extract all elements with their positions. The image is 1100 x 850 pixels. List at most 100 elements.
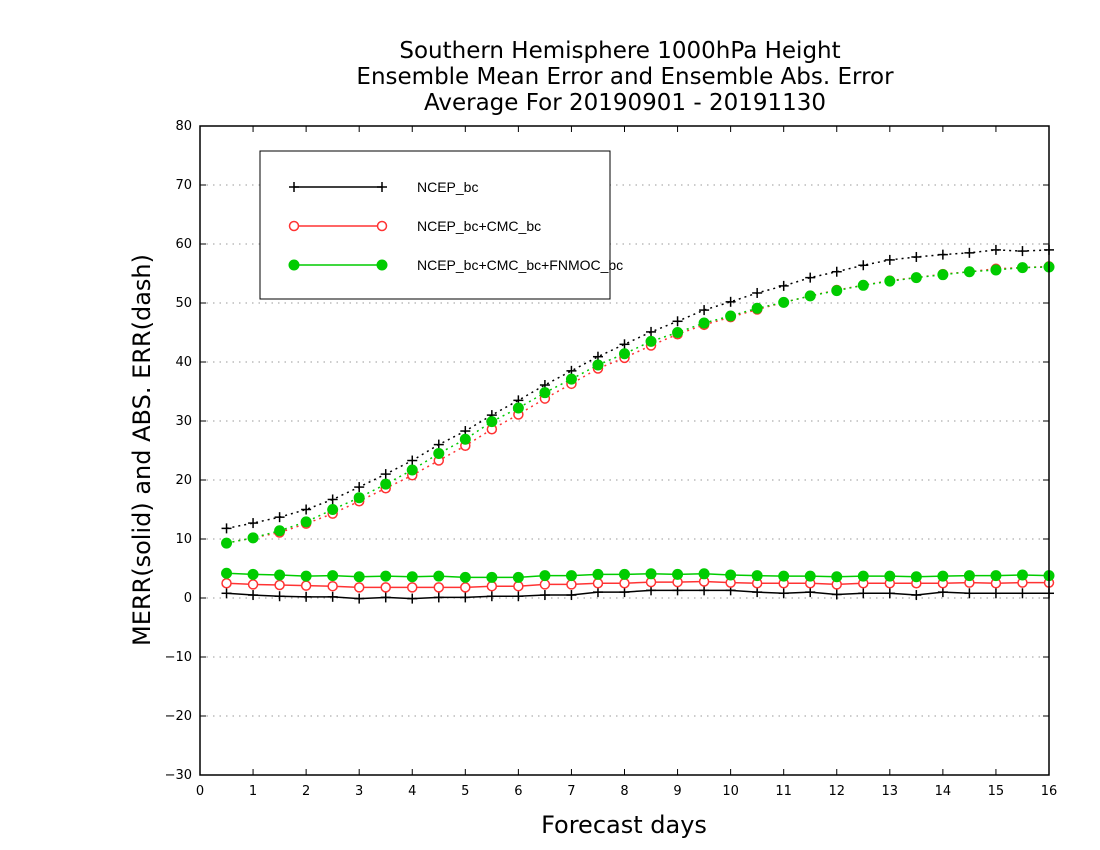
abs-err-point bbox=[221, 523, 232, 534]
mean-err-point bbox=[565, 570, 577, 582]
mean-err-point bbox=[460, 582, 471, 593]
mean-err-point bbox=[1017, 588, 1028, 599]
mean-err-point bbox=[990, 570, 1002, 582]
x-axis-ticks: 0 1 2 3 4 5 6 7 8 9 10 11 12 13 14 15 16 bbox=[196, 126, 1057, 799]
mean-err-point bbox=[857, 570, 869, 582]
abs-err-point bbox=[407, 455, 418, 466]
abs-err-point bbox=[274, 525, 286, 537]
mean-err-point bbox=[433, 592, 444, 603]
abs-err-point bbox=[778, 280, 789, 291]
abs-err-point bbox=[698, 317, 710, 329]
mean-err-point bbox=[486, 580, 498, 592]
legend-box bbox=[259, 150, 611, 300]
y-tick-label: 30 bbox=[175, 414, 192, 429]
abs-err-line bbox=[226, 265, 1050, 544]
abs-err-point bbox=[937, 269, 949, 281]
abs-err-line bbox=[226, 266, 1050, 544]
series-layer bbox=[221, 244, 1055, 604]
mean-err-point bbox=[327, 580, 338, 592]
mean-err-point bbox=[619, 568, 630, 580]
x-axis-label: Forecast days bbox=[541, 811, 707, 839]
mean-err-point bbox=[1016, 569, 1028, 581]
legend-marker bbox=[288, 220, 300, 232]
mean-err-point bbox=[566, 579, 577, 590]
mean-err-point bbox=[407, 593, 418, 604]
mean-err-point bbox=[486, 571, 498, 583]
mean-err-line bbox=[226, 580, 1049, 589]
y-tick-label: 80 bbox=[175, 119, 192, 134]
abs-err-point bbox=[990, 244, 1001, 255]
abs-err-point bbox=[353, 492, 365, 504]
mean-err-point bbox=[858, 588, 869, 599]
abs-err-point bbox=[857, 279, 869, 291]
x-tick-label: 16 bbox=[1041, 784, 1058, 799]
abs-err-point bbox=[964, 247, 975, 258]
y-tick-label: 70 bbox=[175, 178, 192, 193]
abs-err-point bbox=[327, 504, 339, 515]
mean-err-point bbox=[221, 578, 232, 589]
y-tick-label: −10 bbox=[165, 650, 192, 665]
abs-err-point bbox=[1017, 246, 1028, 257]
mean-err-point bbox=[645, 568, 657, 580]
mean-err-point bbox=[937, 587, 948, 598]
x-tick-label: 8 bbox=[620, 784, 628, 799]
abs-err-point bbox=[646, 326, 657, 337]
abs-err-point bbox=[751, 302, 763, 314]
y-tick-label: 10 bbox=[175, 532, 192, 547]
mean-err-point bbox=[964, 588, 975, 599]
x-tick-label: 5 bbox=[461, 784, 469, 799]
abs-err-point bbox=[406, 464, 418, 476]
series-3 bbox=[221, 261, 1055, 583]
abs-err-point bbox=[990, 264, 1002, 276]
abs-err-point bbox=[619, 339, 630, 350]
mean-err-point bbox=[539, 579, 551, 590]
abs-err-point bbox=[804, 290, 816, 302]
mean-err-point bbox=[407, 582, 418, 593]
mean-err-point bbox=[619, 578, 630, 589]
x-tick-label: 4 bbox=[408, 784, 416, 799]
abs-err-point bbox=[433, 447, 445, 459]
legend-label: NCEP_bc bbox=[417, 179, 478, 195]
mean-err-point bbox=[460, 592, 471, 603]
abs-err-point bbox=[910, 272, 922, 284]
x-tick-label: 9 bbox=[673, 784, 681, 799]
x-tick-label: 13 bbox=[882, 784, 899, 799]
abs-err-point bbox=[565, 373, 577, 385]
abs-err-point bbox=[884, 254, 895, 265]
mean-err-point bbox=[699, 585, 710, 596]
legend: NCEP_bc NCEP_bc+CMC_bc NCEP_bc+CMC_bc+FNMO… bbox=[259, 150, 623, 300]
y-tick-label: 0 bbox=[184, 591, 192, 606]
mean-err-point bbox=[513, 580, 524, 592]
legend-label: NCEP_bc+CMC_bc+FNMOC_bc bbox=[417, 257, 623, 273]
mean-err-point bbox=[751, 570, 763, 582]
abs-err-point bbox=[247, 532, 259, 544]
abs-err-point bbox=[592, 359, 604, 371]
mean-err-point bbox=[301, 591, 312, 602]
abs-err-point bbox=[274, 512, 285, 523]
mean-err-point bbox=[566, 590, 577, 601]
title-line-3: Average For 20190901 - 20191130 bbox=[424, 90, 826, 116]
mean-err-point bbox=[592, 578, 604, 589]
abs-err-point bbox=[699, 305, 710, 316]
title-line-1: Southern Hemisphere 1000hPa Height bbox=[399, 38, 840, 64]
x-tick-label: 14 bbox=[935, 784, 952, 799]
mean-err-point bbox=[327, 570, 339, 582]
abs-err-point bbox=[301, 504, 312, 515]
abs-err-point bbox=[963, 266, 975, 278]
abs-err-point bbox=[672, 316, 683, 327]
mean-err-point bbox=[380, 592, 391, 603]
mean-err-point bbox=[805, 587, 816, 598]
mean-err-point bbox=[486, 591, 497, 602]
mean-err-point bbox=[380, 570, 392, 582]
abs-err-point bbox=[725, 296, 736, 307]
abs-err-point bbox=[805, 272, 816, 283]
x-tick-label: 7 bbox=[567, 784, 575, 799]
mean-err-line bbox=[226, 572, 1050, 579]
mean-err-point bbox=[274, 579, 285, 591]
mean-err-point bbox=[831, 589, 842, 600]
abs-err-point bbox=[221, 537, 233, 549]
y-tick-label: 20 bbox=[175, 473, 192, 488]
mean-err-point bbox=[619, 587, 630, 598]
abs-err-point bbox=[831, 266, 842, 277]
mean-err-point bbox=[884, 570, 896, 582]
